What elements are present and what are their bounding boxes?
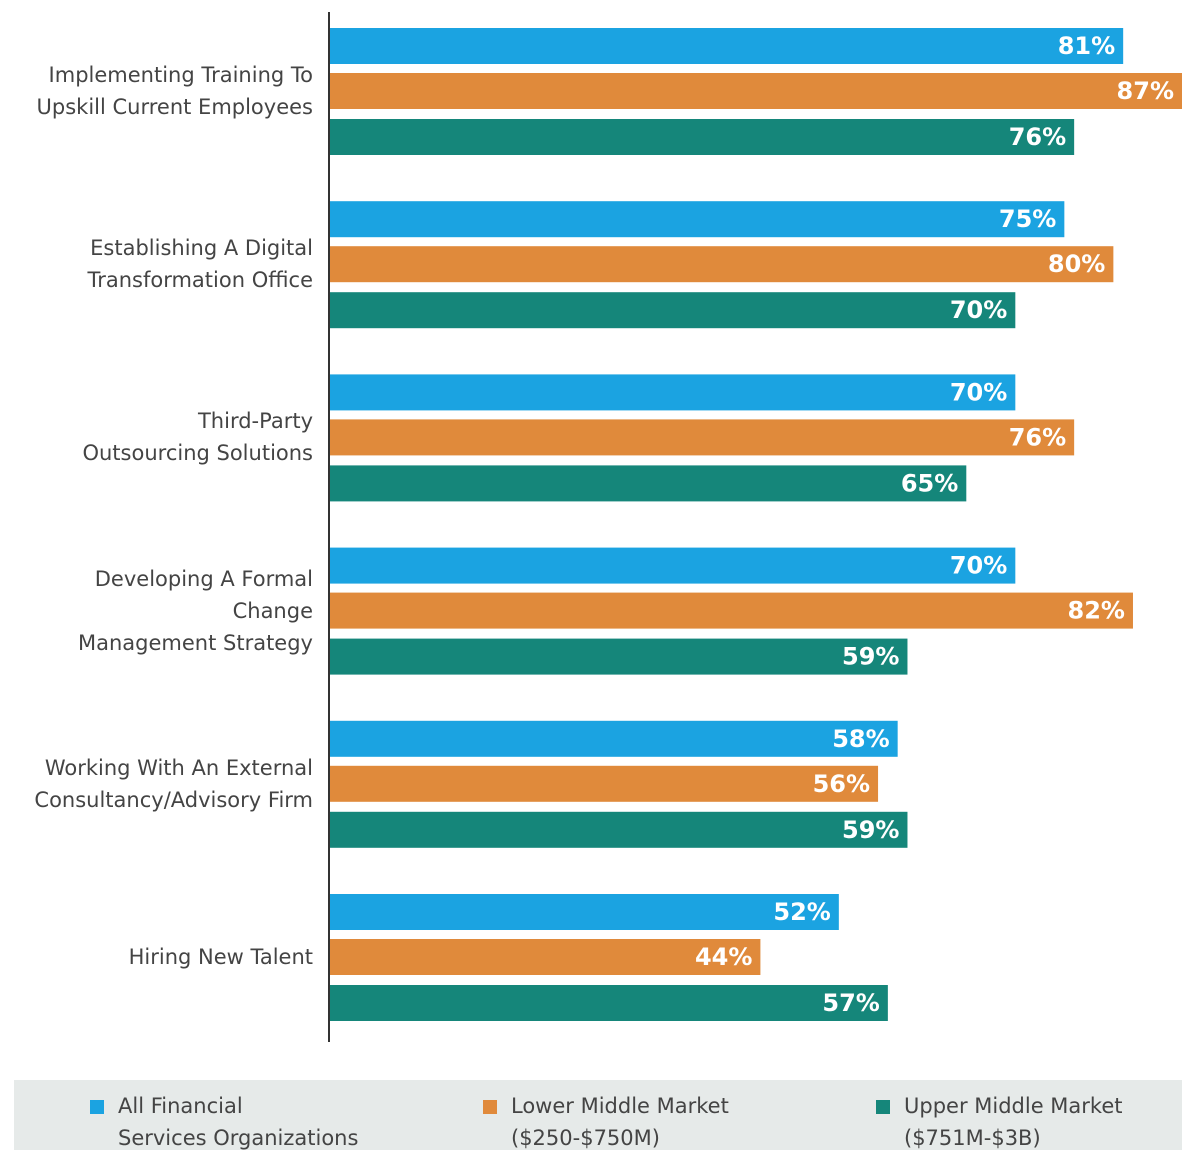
bar (330, 465, 967, 502)
bar (330, 292, 1016, 329)
value-label: 76% (1009, 423, 1066, 451)
value-label: 76% (1009, 123, 1066, 151)
value-label: 70% (950, 552, 1007, 580)
legend-swatch (876, 1100, 890, 1114)
legend-item: All Financial Services Organizations (90, 1090, 358, 1154)
bar (330, 246, 1114, 283)
legend-item: Upper Middle Market ($751M-$3B) (876, 1090, 1123, 1154)
value-label: 70% (950, 378, 1007, 406)
bar (330, 28, 1124, 64)
bar (330, 765, 879, 802)
category-label: Working With An External Consultancy/Adv… (34, 755, 313, 812)
value-label: 58% (832, 725, 889, 753)
bar (330, 894, 839, 930)
value-label: 59% (842, 816, 899, 844)
value-label: 65% (901, 469, 958, 497)
category-label: Establishing A Digital Transformation Of… (87, 236, 313, 293)
chart: 81%87%76%75%80%70%70%76%65%70%82%59%58%5… (328, 12, 1182, 1042)
bar (330, 939, 761, 975)
bar (330, 201, 1065, 238)
value-label: 59% (842, 643, 899, 671)
value-label: 52% (773, 898, 830, 926)
legend-item: Lower Middle Market ($250-$750M) (483, 1090, 729, 1154)
value-label: 70% (950, 296, 1007, 324)
value-label: 57% (822, 989, 879, 1017)
legend-swatch (483, 1100, 497, 1114)
value-label: 87% (1117, 77, 1174, 105)
bar (330, 419, 1075, 456)
legend-swatch (90, 1100, 104, 1114)
bar (330, 547, 1016, 584)
bar (330, 720, 898, 757)
legend: All Financial Services Organizations Lowe… (14, 1080, 1182, 1150)
bar (330, 638, 908, 675)
value-label: 56% (813, 770, 870, 798)
category-label: Implementing Training To Upskill Current… (36, 63, 313, 119)
value-label: 82% (1068, 597, 1125, 625)
category-label: Third-Party Outsourcing Solutions (82, 409, 313, 466)
bar (330, 592, 1133, 629)
bar (330, 119, 1075, 155)
value-label: 81% (1058, 32, 1115, 60)
bar (330, 985, 888, 1021)
category-label: Hiring New Talent (128, 945, 313, 969)
bar (330, 374, 1016, 411)
value-label: 80% (1048, 250, 1105, 278)
bar (330, 811, 908, 848)
value-label: 44% (695, 943, 752, 971)
category-label: Developing A Formal Change Management St… (78, 566, 313, 655)
value-label: 75% (999, 205, 1056, 233)
bar (330, 73, 1182, 109)
